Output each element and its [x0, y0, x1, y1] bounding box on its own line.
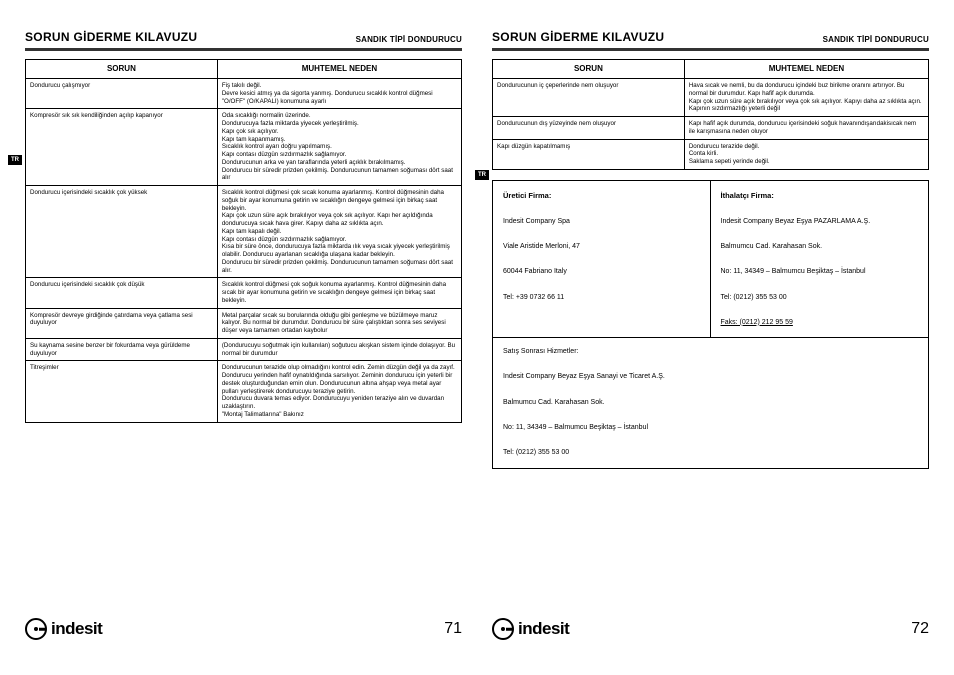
manufacturer-addr1: Viale Aristide Merloni, 47: [503, 243, 580, 250]
importer-tel: Tel: (0212) 355 53 00: [721, 294, 787, 301]
page-number: 71: [444, 620, 462, 638]
th-cause: MUHTEMEL NEDEN: [217, 60, 461, 79]
table-row: Dondurucu içerisindeki sıcaklık çok düşü…: [26, 278, 462, 308]
table-row: Dondurucunun dış yüzeyinde nem oluşuyorK…: [493, 117, 929, 140]
problem-cell: Dondurucu çalışmıyor: [26, 79, 218, 109]
service-addr1: Balmumcu Cad. Karahasan Sok.: [503, 399, 605, 406]
table-row: TitreşimlerDondurucunun terazide olup ol…: [26, 361, 462, 422]
logo-icon: [25, 618, 47, 640]
table-row: Kapı düzgün kapatılmamışDondurucu terazi…: [493, 139, 929, 169]
manufacturer-addr2: 60044 Fabriano Italy: [503, 268, 567, 275]
manufacturer: Üretici Firma: Indesit Company Spa Viale…: [493, 181, 711, 338]
product-type: SANDIK TİPİ DONDURUCU: [356, 35, 462, 44]
rule: [492, 48, 929, 51]
cause-cell: Fiş takılı değil.Devre kesici atmış ya d…: [217, 79, 461, 109]
problem-cell: Kapı düzgün kapatılmamış: [493, 139, 685, 169]
manufacturer-name: Indesit Company Spa: [503, 218, 570, 225]
lang-tag: TR: [8, 155, 22, 165]
cause-cell: Dondurucunun terazide olup olmadığını ko…: [217, 361, 461, 422]
product-type: SANDIK TİPİ DONDURUCU: [823, 35, 929, 44]
cause-cell: (Dondurucuyu soğutmak için kullanılan) s…: [217, 338, 461, 361]
logo-text: Indesit: [51, 619, 102, 639]
logo: Indesit: [25, 618, 102, 640]
service-name: Indesit Company Beyaz Eşya Sanayi ve Tic…: [503, 373, 665, 380]
header-left: SORUN GİDERME KILAVUZU SANDIK TİPİ DONDU…: [25, 30, 462, 46]
lang-tag: TR: [475, 170, 489, 180]
service-addr2: No: 11, 34349 – Balmumcu Beşiktaş – İsta…: [503, 424, 648, 431]
cause-cell: Dondurucu terazide değil.Conta kirli.Sak…: [684, 139, 928, 169]
cause-cell: Sıcaklık kontrol düğmesi çok soğuk konum…: [217, 278, 461, 308]
trouble-table-left: SORUN MUHTEMEL NEDEN Dondurucu çalışmıyo…: [25, 59, 462, 423]
logo: Indesit: [492, 618, 569, 640]
cause-cell: Oda sıcaklığı normalin üzerinde.Donduruc…: [217, 109, 461, 186]
logo-text: Indesit: [518, 619, 569, 639]
problem-cell: Dondurucu içerisindeki sıcaklık çok yüks…: [26, 186, 218, 278]
table-row: Dondurucu içerisindeki sıcaklık çok yüks…: [26, 186, 462, 278]
problem-cell: Dondurucunun dış yüzeyinde nem oluşuyor: [493, 117, 685, 140]
footer-left: Indesit 71: [25, 608, 462, 665]
th-cause: MUHTEMEL NEDEN: [684, 60, 928, 79]
problem-cell: Kompresör sık sık kendiliğinden açılıp k…: [26, 109, 218, 186]
th-problem: SORUN: [26, 60, 218, 79]
manufacturer-label: Üretici Firma:: [503, 191, 551, 200]
service-tel: Tel: (0212) 355 53 00: [503, 449, 569, 456]
logo-icon: [492, 618, 514, 640]
cause-cell: Kapı hafif açık durumda, dondurucu içeri…: [684, 117, 928, 140]
importer: İthalatçı Firma: Indesit Company Beyaz E…: [711, 181, 929, 338]
service: Satış Sonrası Hizmetler: Indesit Company…: [493, 338, 928, 467]
importer-fax: Faks: (0212) 212 95 59: [721, 319, 793, 326]
table-row: Kompresör sık sık kendiliğinden açılıp k…: [26, 109, 462, 186]
problem-cell: Titreşimler: [26, 361, 218, 422]
problem-cell: Dondurucunun iç çeperlerinde nem oluşuyo…: [493, 79, 685, 117]
problem-cell: Su kaynama sesine benzer bir fokurdama v…: [26, 338, 218, 361]
manufacturer-tel: Tel: +39 0732 66 11: [503, 294, 564, 301]
service-label: Satış Sonrası Hizmetler:: [503, 348, 578, 355]
cause-cell: Hava sıcak ve nemli, bu da dondurucu içi…: [684, 79, 928, 117]
company-info: Üretici Firma: Indesit Company Spa Viale…: [492, 180, 929, 469]
page-number: 72: [911, 620, 929, 638]
rule: [25, 48, 462, 51]
table-row: Su kaynama sesine benzer bir fokurdama v…: [26, 338, 462, 361]
table-row: Kompresör devreye girdiğinde çatırdama v…: [26, 308, 462, 338]
page-title: SORUN GİDERME KILAVUZU: [25, 30, 197, 44]
footer-right: Indesit 72: [492, 608, 929, 665]
table-row: Dondurucu çalışmıyorFiş takılı değil.Dev…: [26, 79, 462, 109]
problem-cell: Dondurucu içerisindeki sıcaklık çok düşü…: [26, 278, 218, 308]
table-row: Dondurucunun iç çeperlerinde nem oluşuyo…: [493, 79, 929, 117]
importer-addr1: Balmumcu Cad. Karahasan Sok.: [721, 243, 823, 250]
importer-name: Indesit Company Beyaz Eşya PAZARLAMA A.Ş…: [721, 218, 871, 225]
th-problem: SORUN: [493, 60, 685, 79]
cause-cell: Sıcaklık kontrol düğmesi çok sıcak konum…: [217, 186, 461, 278]
trouble-table-right: SORUN MUHTEMEL NEDEN Dondurucunun iç çep…: [492, 59, 929, 170]
importer-label: İthalatçı Firma:: [721, 191, 774, 200]
cause-cell: Metal parçalar sıcak su borularında oldu…: [217, 308, 461, 338]
importer-addr2: No: 11, 34349 – Balmumcu Beşiktaş – İsta…: [721, 268, 866, 275]
page-title: SORUN GİDERME KILAVUZU: [492, 30, 664, 44]
header-right: SORUN GİDERME KILAVUZU SANDIK TİPİ DONDU…: [492, 30, 929, 46]
page-right: SORUN GİDERME KILAVUZU SANDIK TİPİ DONDU…: [477, 30, 944, 665]
problem-cell: Kompresör devreye girdiğinde çatırdama v…: [26, 308, 218, 338]
page-left: SORUN GİDERME KILAVUZU SANDIK TİPİ DONDU…: [10, 30, 477, 665]
